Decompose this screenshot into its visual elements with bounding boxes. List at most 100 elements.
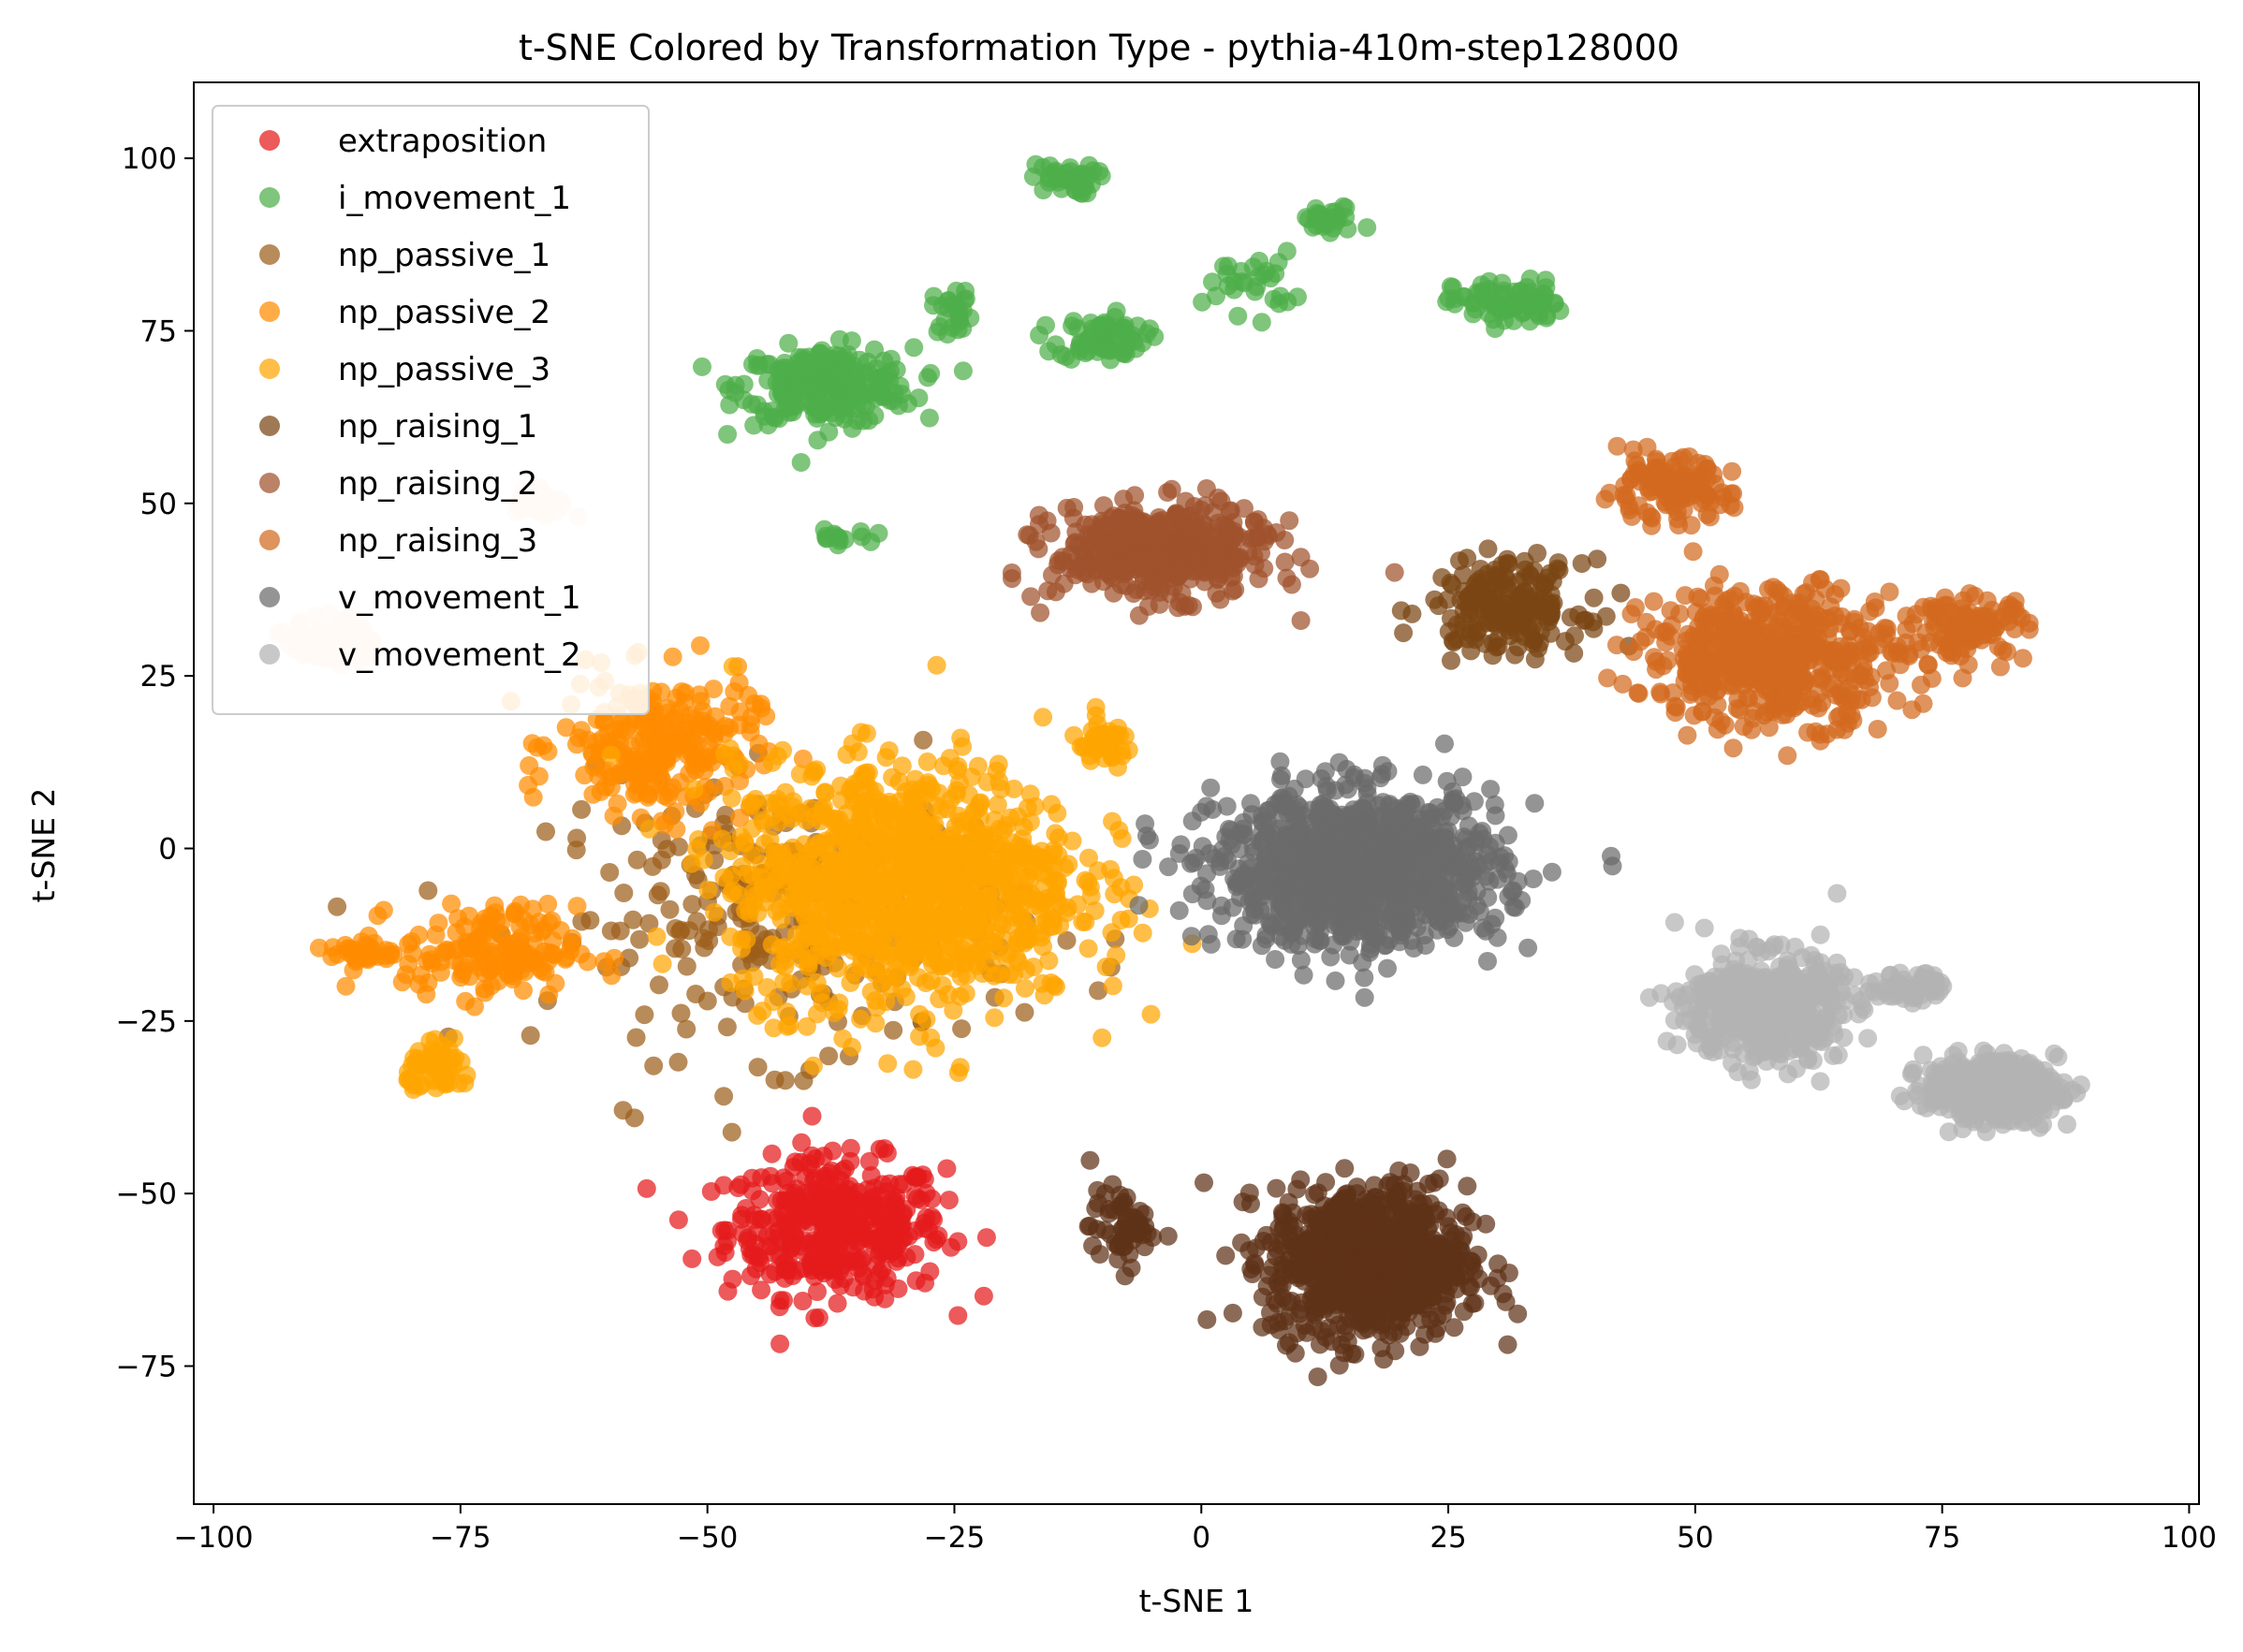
- data-point: [1076, 515, 1095, 534]
- data-point: [766, 870, 785, 889]
- data-point: [1443, 575, 1462, 594]
- data-point: [693, 711, 712, 731]
- data-point: [538, 894, 558, 914]
- data-point: [539, 985, 559, 1004]
- data-point: [704, 680, 724, 699]
- data-point: [645, 759, 665, 779]
- data-point: [1830, 682, 1850, 702]
- data-point: [1243, 257, 1263, 277]
- data-point: [1036, 315, 1055, 335]
- data-point: [1162, 534, 1181, 554]
- data-point: [1034, 181, 1053, 199]
- data-point: [514, 981, 533, 1001]
- data-point: [808, 431, 828, 450]
- data-point: [736, 901, 755, 920]
- data-point: [1245, 282, 1265, 301]
- data-point: [973, 827, 992, 847]
- data-point: [872, 957, 891, 976]
- data-point: [807, 843, 827, 863]
- data-point: [976, 1228, 996, 1248]
- data-point: [654, 814, 674, 834]
- data-point: [744, 1206, 764, 1225]
- data-point: [932, 975, 952, 995]
- data-point: [630, 929, 650, 949]
- data-point: [762, 935, 782, 955]
- data-point: [1837, 666, 1856, 686]
- data-point: [650, 715, 669, 735]
- data-point: [650, 975, 668, 995]
- data-point: [376, 941, 396, 960]
- data-point: [902, 904, 921, 924]
- data-point: [482, 928, 502, 948]
- data-point: [803, 903, 823, 923]
- data-point: [1133, 923, 1152, 943]
- data-point: [845, 892, 865, 912]
- data-point: [644, 1056, 664, 1075]
- data-point: [764, 407, 784, 427]
- data-point: [1811, 731, 1830, 751]
- data-point: [666, 802, 685, 822]
- data-point: [1442, 651, 1460, 670]
- data-point: [1202, 536, 1222, 556]
- data-point: [931, 852, 951, 871]
- data-point: [1119, 740, 1138, 760]
- data-point: [1004, 779, 1024, 798]
- data-point: [534, 736, 553, 755]
- data-point: [903, 1060, 923, 1079]
- data-point: [1831, 636, 1851, 656]
- data-point: [1790, 593, 1810, 613]
- data-point: [575, 766, 594, 785]
- data-point: [1264, 289, 1283, 309]
- data-point: [1784, 682, 1804, 702]
- data-point: [1094, 313, 1114, 332]
- data-point: [757, 978, 777, 997]
- data-point: [309, 938, 329, 958]
- data-point: [691, 636, 710, 655]
- data-point: [722, 788, 741, 808]
- data-point: [1723, 674, 1742, 693]
- data-point: [904, 338, 924, 358]
- data-point: [775, 950, 795, 970]
- data-point: [1636, 612, 1656, 632]
- data-point: [1324, 218, 1342, 238]
- data-point: [1338, 219, 1357, 239]
- data-point: [948, 1063, 968, 1082]
- data-point: [1848, 690, 1868, 709]
- data-point: [964, 843, 984, 863]
- data-point: [682, 895, 702, 914]
- data-point: [1525, 794, 1545, 813]
- data-point: [682, 1249, 702, 1268]
- data-point: [1020, 784, 1040, 804]
- data-point: [1187, 541, 1207, 561]
- data-point: [807, 1233, 827, 1252]
- data-point: [744, 967, 764, 987]
- data-point: [1129, 606, 1149, 625]
- data-point: [523, 787, 543, 807]
- data-point: [1518, 938, 1538, 958]
- data-point: [600, 863, 620, 882]
- data-point: [523, 899, 543, 919]
- data-point: [828, 1294, 847, 1313]
- data-point: [1935, 595, 1955, 615]
- data-point: [1090, 162, 1109, 182]
- data-point: [1105, 884, 1124, 904]
- data-point: [1216, 527, 1235, 547]
- data-point: [670, 922, 690, 942]
- data-point: [1101, 724, 1120, 744]
- data-point: [1252, 543, 1270, 563]
- data-point: [1034, 986, 1054, 1005]
- data-point: [883, 1191, 902, 1210]
- data-point: [580, 911, 600, 930]
- data-point: [442, 894, 462, 914]
- data-point: [572, 799, 592, 819]
- data-point: [1303, 217, 1323, 237]
- data-point: [1137, 324, 1157, 344]
- data-point: [620, 948, 639, 968]
- data-point: [462, 939, 480, 958]
- data-point: [885, 383, 904, 402]
- data-point: [1461, 641, 1481, 661]
- data-point: [1016, 978, 1034, 998]
- data-point: [990, 913, 1009, 932]
- data-point: [1355, 987, 1374, 1007]
- data-point: [985, 1008, 1004, 1028]
